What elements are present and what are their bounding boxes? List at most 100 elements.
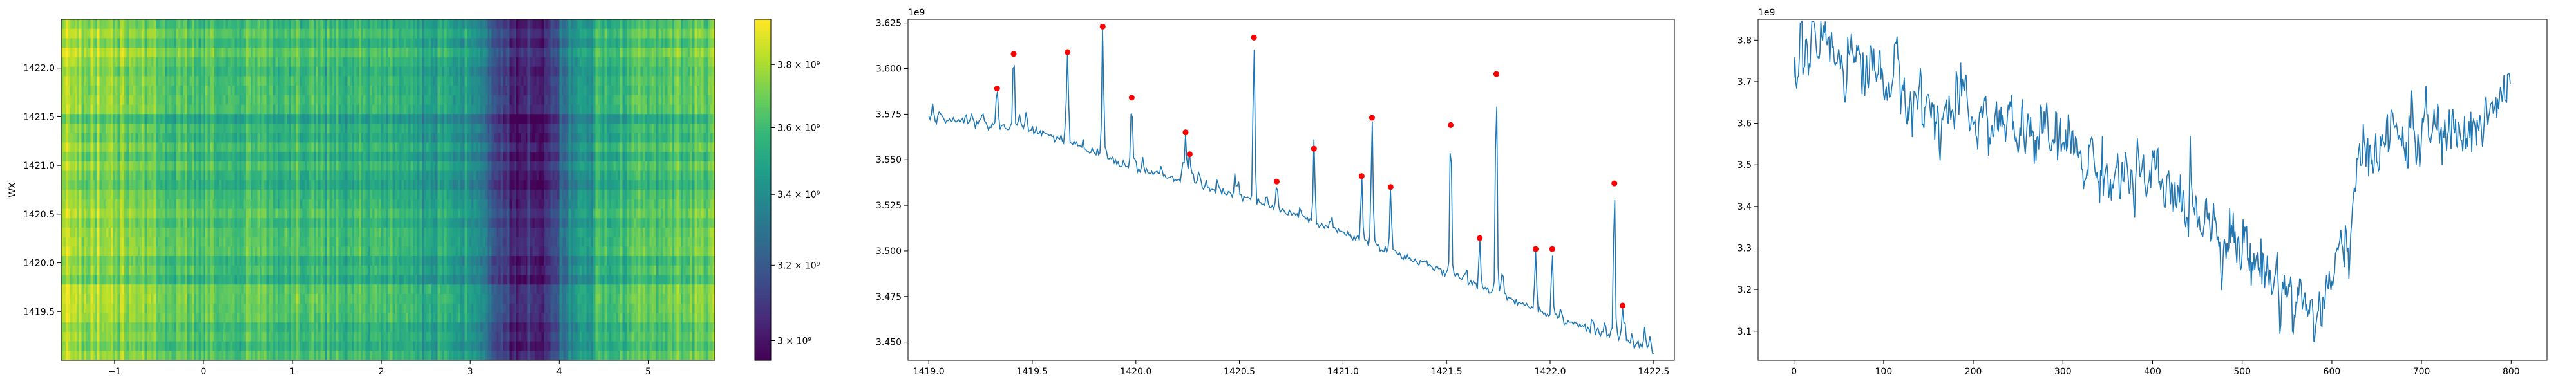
heatmap-cell [113,133,116,143]
heatmap-cell [230,170,233,181]
heatmap-cell [185,341,188,351]
heatmap-cell [122,237,125,247]
heatmap-cell [61,48,64,58]
heatmap-cell [147,265,150,276]
heatmap-cell [243,133,247,143]
heatmap-cell [345,322,348,333]
heatmap-cell [144,152,147,162]
heatmap-cell [287,57,290,68]
heatmap-cell [77,57,80,68]
heatmap-cell [320,227,323,238]
heatmap-cell [270,351,274,361]
heatmap-cell [350,227,353,238]
heatmap-cell [140,48,143,58]
heatmap-cell [126,265,129,276]
heatmap-cell [183,170,186,181]
heatmap-cell [126,208,129,219]
heatmap-cell [156,95,159,106]
heatmap-cell [361,170,364,181]
heatmap-cell [189,246,193,257]
heatmap-cell [205,170,209,181]
heatmap-cell [214,199,218,210]
heatmap-cell [298,57,301,68]
heatmap-cell [252,76,256,86]
heatmap-cell [354,114,357,124]
heatmap-cell [296,180,299,190]
heatmap-cell [140,38,143,48]
heatmap-cell [368,38,371,48]
heatmap-cell [232,123,236,134]
heatmap-cell [81,38,84,48]
heatmap-cell [97,284,100,295]
heatmap-cell [255,190,258,200]
heatmap-cell [221,180,224,190]
heatmap-cell [323,246,326,257]
heatmap-cell [228,57,231,68]
heatmap-cell [269,38,272,48]
heatmap-cell [203,95,206,106]
heatmap-cell [84,341,87,351]
heatmap-cell [269,237,272,247]
heatmap-cell [291,19,294,30]
heatmap-cell [135,275,138,285]
heatmap-cell [341,293,344,304]
heatmap-cell [203,256,206,266]
heatmap-cell [68,199,71,210]
heatmap-cell [111,351,114,361]
heatmap-cell [106,133,109,143]
heatmap-cell [77,313,80,323]
heatmap-cell [318,161,321,172]
heatmap-cell [370,123,373,134]
heatmap-cell [133,123,137,134]
heatmap-cell [97,275,100,285]
heatmap-cell [370,190,373,200]
heatmap-cell [72,313,75,323]
heatmap-cell [165,227,168,238]
heatmap-cell [293,218,296,228]
heatmap-cell [106,293,109,304]
heatmap-cell [347,86,350,96]
heatmap-cell [252,133,256,143]
heatmap-cell [284,227,287,238]
heatmap-cell [214,57,218,68]
heatmap-cell [242,265,245,276]
heatmap-cell [176,237,179,247]
heatmap-cell [332,57,335,68]
heatmap-cell [242,66,245,77]
heatmap-cell [221,303,224,313]
heatmap-cell [289,48,292,58]
heatmap-cell [296,303,299,313]
heatmap-cell [75,161,78,172]
heatmap-cell [75,170,78,181]
heatmap-cell [180,227,184,238]
heatmap-cell [147,351,150,361]
heatmap-cell [214,190,218,200]
heatmap-cell [243,19,247,30]
heatmap-cell [171,66,175,77]
heatmap-cell [368,265,371,276]
heatmap-cell [225,246,229,257]
heatmap-cell [75,19,78,30]
heatmap-cell [345,303,348,313]
heatmap-cell [251,170,254,181]
heatmap-cell [129,246,132,257]
heatmap-cell [149,133,152,143]
heatmap-cell [99,57,102,68]
heatmap-cell [261,227,265,238]
heatmap-cell [293,208,296,219]
heatmap-cell [115,237,118,247]
heatmap-cell [176,313,179,323]
heatmap-cell [291,161,294,172]
heatmap-cell [108,48,111,58]
heatmap-cell [156,170,159,181]
heatmap-cell [210,152,213,162]
heatmap-cell [257,152,260,162]
heatmap-cell [325,275,328,285]
heatmap-cell [234,57,238,68]
heatmap-cell [293,313,296,323]
heatmap-cell [221,227,224,238]
heatmap-cell [99,86,102,96]
heatmap-cell [365,161,368,172]
heatmap-cell [230,142,233,152]
heatmap-cell [354,331,357,342]
